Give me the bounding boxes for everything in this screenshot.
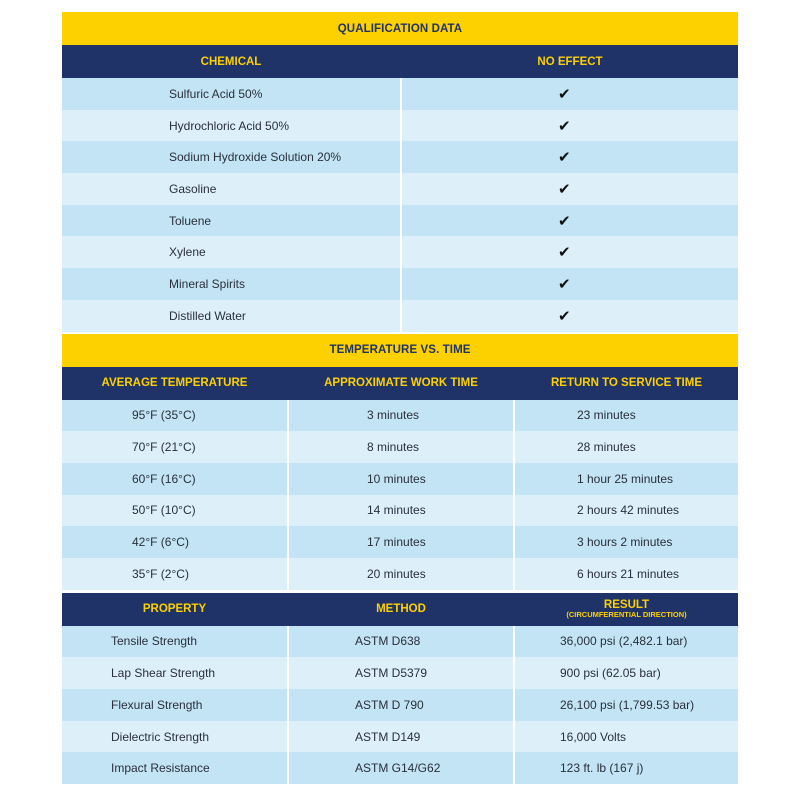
work-time-cell: 3 minutes [289,399,513,432]
property-cell: Dielectric Strength [62,720,287,753]
checkmark-icon: ✔ [558,212,571,230]
header-result-label: RESULT [603,598,650,611]
checkmark-icon: ✔ [558,85,571,103]
work-time-cell: 17 minutes [289,526,513,558]
qualification-rows: Sulfuric Acid 50% ✔ Hydrochloric Acid 50% ✔… [62,78,738,332]
no-effect-cell: ✔ [402,109,738,142]
chemical-cell: Xylene [62,236,400,269]
chemical-cell: Hydrochloric Acid 50% [62,109,400,142]
table-row: Hydrochloric Acid 50% ✔ [62,109,738,142]
no-effect-cell: ✔ [402,268,738,300]
checkmark-icon: ✔ [558,244,571,262]
temperature-cell: 95°F (35°C) [62,399,287,432]
method-cell: ASTM D 790 [289,689,513,721]
checkmark-icon: ✔ [558,180,571,198]
no-effect-cell: ✔ [402,299,738,332]
qualification-title: QUALIFICATION DATA [62,12,738,45]
result-cell: 26,100 psi (1,799.53 bar) [515,689,738,721]
property-cell: Tensile Strength [62,625,287,658]
result-cell: 36,000 psi (2,482.1 bar) [515,625,738,658]
no-effect-cell: ✔ [402,173,738,205]
return-time-cell: 23 minutes [515,399,738,432]
properties-rows: Tensile Strength ASTM D638 36,000 psi (2,4… [62,625,738,785]
table-row: Impact Resistance ASTM G14/G62 123 ft. lb … [62,752,738,785]
header-work-time: APPROXIMATE WORK TIME [324,377,478,389]
no-effect-cell: ✔ [402,141,738,174]
return-time-cell: 2 hours 42 minutes [515,494,738,527]
method-cell: ASTM D638 [289,625,513,658]
result-cell: 900 psi (62.05 bar) [515,657,738,689]
chemical-cell: Gasoline [62,173,400,205]
table-row: Distilled Water ✔ [62,299,738,332]
header-no-effect: NO EFFECT [537,55,603,68]
header-result: RESULT (CIRCUMFERENTIAL DIRECTION) [515,593,738,626]
work-time-cell: 14 minutes [289,494,513,527]
table-row: 42°F (6°C) 17 minutes 3 hours 2 minutes [62,526,738,558]
chemical-cell: Distilled Water [62,299,400,332]
checkmark-icon: ✔ [558,149,571,167]
table-row: 35°F (2°C) 20 minutes 6 hours 21 minutes [62,557,738,590]
header-method: METHOD [376,603,426,616]
temperature-cell: 70°F (21°C) [62,431,287,463]
table-row: Toluene ✔ [62,204,738,237]
checkmark-icon: ✔ [558,307,571,325]
table-row: Dielectric Strength ASTM D149 16,000 Volts [62,720,738,753]
method-cell: ASTM D5379 [289,657,513,689]
table-row: 70°F (21°C) 8 minutes 28 minutes [62,431,738,463]
table-row: 50°F (10°C) 14 minutes 2 hours 42 minutes [62,494,738,527]
temperature-cell: 35°F (2°C) [62,557,287,590]
checkmark-icon: ✔ [558,275,571,293]
work-time-cell: 8 minutes [289,431,513,463]
return-time-cell: 28 minutes [515,431,738,463]
work-time-cell: 10 minutes [289,462,513,495]
header-return-to-service: RETURN TO SERVICE TIME [550,377,702,389]
table-row: 95°F (35°C) 3 minutes 23 minutes [62,399,738,432]
method-cell: ASTM D149 [289,720,513,753]
temperature-cell: 60°F (16°C) [62,462,287,495]
table-row: Lap Shear Strength ASTM D5379 900 psi (62.… [62,657,738,689]
result-cell: 16,000 Volts [515,720,738,753]
spec-sheet: QUALIFICATION DATA CHEMICAL NO EFFECT Su… [62,12,738,785]
header-property: PROPERTY [142,603,207,616]
table-row: Mineral Spirits ✔ [62,268,738,300]
temperature-title: TEMPERATURE VS. TIME [62,333,738,367]
table-row: Flexural Strength ASTM D 790 26,100 psi (1… [62,689,738,721]
qualification-header: CHEMICAL NO EFFECT [62,45,738,78]
table-row: Tensile Strength ASTM D638 36,000 psi (2,4… [62,625,738,658]
header-result-subheader: (CIRCUMFERENTIAL DIRECTION) [566,609,687,619]
header-average-temperature: AVERAGE TEMPERATURE [101,377,248,389]
no-effect-cell: ✔ [402,236,738,269]
return-time-cell: 1 hour 25 minutes [515,462,738,495]
properties-header: PROPERTY METHOD RESULT (CIRCUMFERENTIAL … [62,592,738,626]
result-cell: 123 ft. lb (167 j) [515,752,738,785]
temperature-cell: 42°F (6°C) [62,526,287,558]
temperature-header: AVERAGE TEMPERATURE APPROXIMATE WORK TIM… [62,366,738,400]
table-row: Xylene ✔ [62,236,738,269]
return-time-cell: 6 hours 21 minutes [515,557,738,590]
header-chemical: CHEMICAL [200,55,262,68]
no-effect-cell: ✔ [402,78,738,110]
chemical-cell: Sulfuric Acid 50% [62,78,400,110]
table-row: Sodium Hydroxide Solution 20% ✔ [62,141,738,174]
table-row: Sulfuric Acid 50% ✔ [62,78,738,110]
checkmark-icon: ✔ [558,117,571,135]
property-cell: Lap Shear Strength [62,657,287,689]
work-time-cell: 20 minutes [289,557,513,590]
chemical-cell: Sodium Hydroxide Solution 20% [62,141,400,174]
method-cell: ASTM G14/G62 [289,752,513,785]
chemical-cell: Toluene [62,204,400,237]
table-row: Gasoline ✔ [62,173,738,205]
return-time-cell: 3 hours 2 minutes [515,526,738,558]
temperature-rows: 95°F (35°C) 3 minutes 23 minutes 70°F (21°C… [62,399,738,590]
temperature-cell: 50°F (10°C) [62,494,287,527]
chemical-cell: Mineral Spirits [62,268,400,300]
property-cell: Impact Resistance [62,752,287,785]
property-cell: Flexural Strength [62,689,287,721]
table-row: 60°F (16°C) 10 minutes 1 hour 25 minutes [62,462,738,495]
no-effect-cell: ✔ [402,204,738,237]
